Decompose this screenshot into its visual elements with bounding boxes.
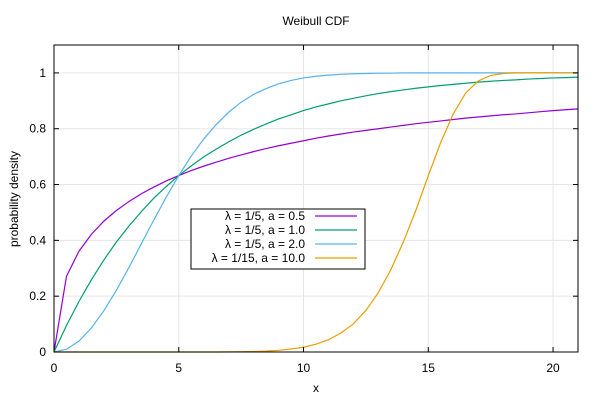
y-tick-label: 0.6 <box>29 178 46 192</box>
axis-ticks: 0 5 10 15 20 0 0.2 0.4 0.6 0.8 1 <box>29 45 578 375</box>
grid <box>53 45 578 353</box>
y-tick-label: 0.4 <box>29 233 46 247</box>
legend-box <box>190 208 366 270</box>
x-tick-label: 20 <box>546 361 560 375</box>
legend-entry-label: λ = 1/15, a = 10.0 <box>212 251 306 265</box>
x-tick-label: 10 <box>297 361 311 375</box>
series-line-1 <box>53 108 579 353</box>
plot-frame <box>53 44 579 353</box>
legend-entry-label: λ = 1/5, a = 0.5 <box>225 209 305 223</box>
x-tick-label: 0 <box>51 361 58 375</box>
series-line-3 <box>53 72 578 353</box>
x-axis-label: x <box>313 381 319 395</box>
legend-entry-label: λ = 1/5, a = 1.0 <box>225 223 305 237</box>
legend: λ = 1/5, a = 0.5λ = 1/5, a = 1.0λ = 1/5,… <box>190 208 366 270</box>
legend-entry-label: λ = 1/5, a = 2.0 <box>225 237 305 251</box>
y-tick-label: 0 <box>39 345 46 359</box>
y-tick-label: 0.8 <box>29 122 46 136</box>
series-layer <box>53 72 579 353</box>
series-line-2 <box>53 76 579 353</box>
x-tick-label: 15 <box>422 361 436 375</box>
y-tick-label: 0.2 <box>29 289 46 303</box>
y-tick-label: 1 <box>39 66 46 80</box>
chart-title: Weibull CDF <box>282 14 349 28</box>
y-axis-label: probability density <box>7 151 21 247</box>
x-tick-label: 5 <box>175 361 182 375</box>
